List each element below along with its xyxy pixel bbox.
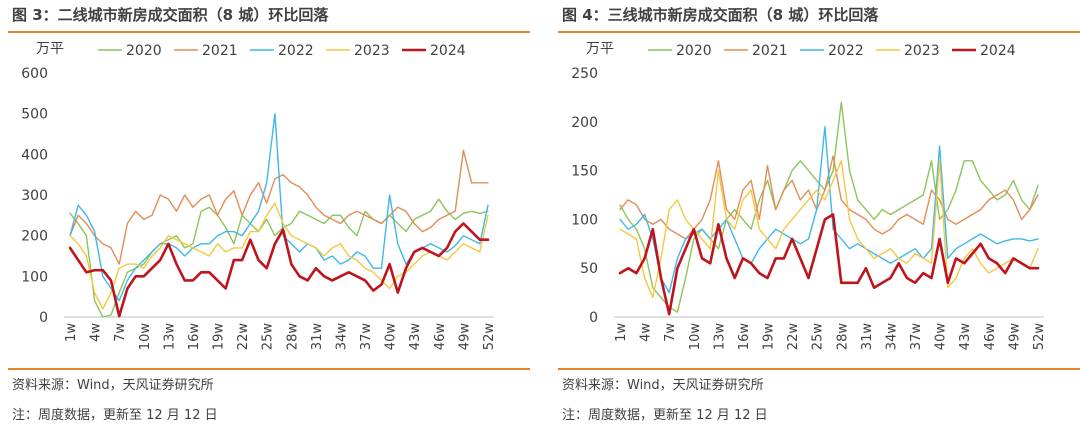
series-line-2022 <box>69 112 489 302</box>
x-tick-label: 43w <box>958 323 973 351</box>
x-tick-label: 37w <box>909 323 924 351</box>
x-tick-label: 7w <box>113 323 128 342</box>
y-tick-label: 50 <box>580 261 598 277</box>
x-tick-label: 31w <box>310 323 325 351</box>
x-tick-label: 13w <box>162 323 177 351</box>
legend-label-2021: 2021 <box>202 43 238 59</box>
figure-title: 图 3：二线城市新房成交面积（8 城）环比回落 <box>12 6 329 24</box>
x-tick-label: 1w <box>64 323 79 342</box>
panel-figure-3: 图 3：二线城市新房成交面积（8 城）环比回落 万平 0 100 200 300 400 5… <box>0 0 530 432</box>
x-tick-label: 25w <box>811 323 826 351</box>
legend-label-2024: 2024 <box>980 43 1016 59</box>
x-tick-label: 1w <box>614 323 629 342</box>
series-line-2023 <box>69 202 489 310</box>
footnote: 注：周度数据，更新至 12 月 12 日 <box>12 408 218 423</box>
y-tick-label: 500 <box>21 107 48 123</box>
legend-label-2023: 2023 <box>904 43 940 59</box>
source-note: 资料来源：Wind，天风证券研究所 <box>562 378 764 393</box>
x-tick-label: 4w <box>639 323 654 342</box>
footnote: 注：周度数据，更新至 12 月 12 日 <box>562 408 768 423</box>
y-axis-unit-label: 万平 <box>36 41 64 57</box>
bottom-rule <box>558 368 1080 370</box>
x-tick-label: 10w <box>688 323 703 351</box>
legend-label-2022: 2022 <box>278 43 314 59</box>
x-tick-label: 34w <box>334 323 349 351</box>
x-tick-label: 40w <box>934 323 949 351</box>
x-tick-label: 40w <box>384 323 399 351</box>
legend-label-2022: 2022 <box>828 43 864 59</box>
top-rule <box>8 31 530 33</box>
x-tick-label: 28w <box>835 323 850 351</box>
legend-label-2021: 2021 <box>752 43 788 59</box>
y-tick-label: 0 <box>39 310 48 326</box>
x-tick-label: 34w <box>884 323 899 351</box>
y-tick-label: 300 <box>21 188 48 204</box>
source-note: 资料来源：Wind，天风证券研究所 <box>12 378 214 393</box>
panel-figure-4: 图 4：三线城市新房成交面积（8 城）环比回落 万平 0 50 100 150 200 25… <box>550 0 1080 432</box>
legend-label-2020: 2020 <box>676 43 712 59</box>
x-tick-label: 22w <box>236 323 251 351</box>
series-line-2023 <box>619 160 1039 299</box>
x-tick-label: 49w <box>1007 323 1022 351</box>
x-tick-label: 25w <box>261 323 276 351</box>
x-tick-label: 7w <box>663 323 678 342</box>
y-tick-label: 400 <box>21 147 48 163</box>
x-tick-label: 13w <box>712 323 727 351</box>
x-tick-label: 37w <box>359 323 374 351</box>
legend-label-2023: 2023 <box>354 43 390 59</box>
series-line-2024 <box>68 222 490 318</box>
legend-label-2024: 2024 <box>430 43 466 59</box>
x-tick-label: 22w <box>786 323 801 351</box>
line-chart: 万平 0 50 100 150 200 250 1w 4w 7w 10w 13w 16w 19w 22w 25… <box>571 41 1047 351</box>
x-tick-label: 10w <box>138 323 153 351</box>
x-tick-label: 52w <box>482 323 497 351</box>
y-tick-label: 0 <box>589 310 598 326</box>
x-tick-label: 28w <box>285 323 300 351</box>
bottom-rule <box>8 368 530 370</box>
x-tick-label: 49w <box>457 323 472 351</box>
series-line-2020 <box>619 101 1039 313</box>
y-tick-label: 150 <box>571 164 598 180</box>
y-axis-unit-label: 万平 <box>586 41 614 57</box>
x-tick-label: 4w <box>89 323 104 342</box>
x-tick-label: 31w <box>860 323 875 351</box>
y-tick-label: 100 <box>21 269 48 285</box>
y-tick-label: 100 <box>571 212 598 228</box>
y-tick-label: 200 <box>21 229 48 245</box>
x-tick-label: 46w <box>983 323 998 351</box>
x-tick-label: 19w <box>762 323 777 351</box>
x-tick-label: 52w <box>1032 323 1047 351</box>
y-tick-label: 600 <box>21 66 48 82</box>
line-chart: 万平 0 100 200 300 400 500 600 1w 4w 7w 10w 13w 16w 19w 2… <box>21 41 497 351</box>
figure-title: 图 4：三线城市新房成交面积（8 城）环比回落 <box>562 6 879 24</box>
y-tick-label: 200 <box>571 115 598 131</box>
series-line-2022 <box>619 125 1039 294</box>
x-tick-label: 19w <box>212 323 227 351</box>
x-tick-label: 46w <box>433 323 448 351</box>
legend-label-2020: 2020 <box>126 43 162 59</box>
x-tick-label: 16w <box>187 323 202 351</box>
top-rule <box>558 31 1080 33</box>
series-line-2024 <box>618 213 1040 316</box>
x-tick-label: 43w <box>408 323 423 351</box>
y-tick-label: 250 <box>571 66 598 82</box>
x-tick-label: 16w <box>737 323 752 351</box>
